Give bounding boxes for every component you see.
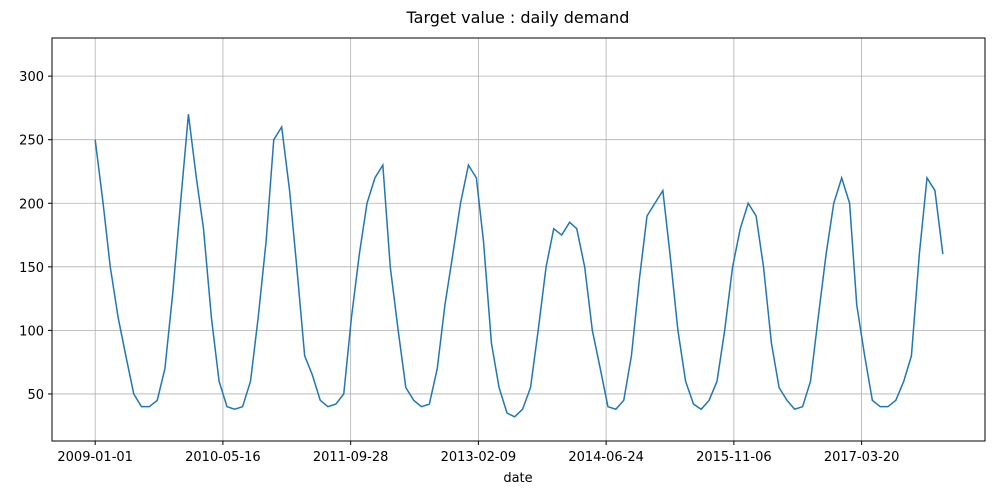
x-tick-label: 2010-05-16 xyxy=(185,450,261,465)
x-tick-label: 2014-06-24 xyxy=(568,450,644,465)
data-line xyxy=(94,114,944,418)
y-tick-label: 150 xyxy=(19,261,44,276)
y-tick-label: 300 xyxy=(19,70,44,85)
x-tick-label: 2015-11-06 xyxy=(696,450,772,465)
x-tick-label: 2009-01-01 xyxy=(57,450,133,465)
plot-frame xyxy=(51,37,986,442)
chart-title: Target value : daily demand xyxy=(406,8,630,27)
y-tick-label: 50 xyxy=(27,388,44,403)
x-tick-label: 2017-03-20 xyxy=(824,450,900,465)
y-tick-label: 200 xyxy=(19,197,44,212)
x-axis-label: date xyxy=(503,471,532,486)
x-tick-label: 2011-09-28 xyxy=(313,450,389,465)
y-tick-label: 100 xyxy=(19,324,44,339)
x-tick-label: 2013-02-09 xyxy=(441,450,517,465)
y-tick-label: 250 xyxy=(19,134,44,149)
